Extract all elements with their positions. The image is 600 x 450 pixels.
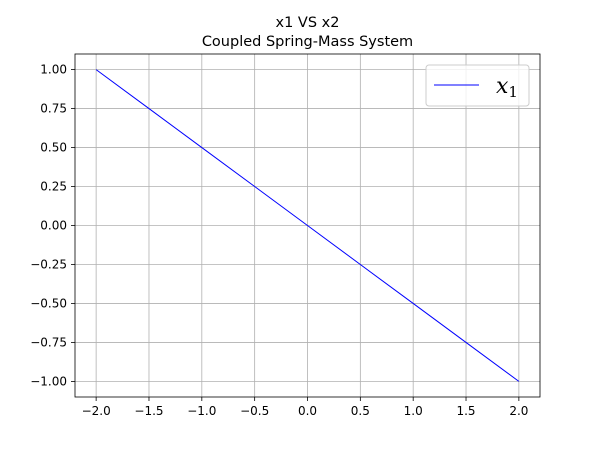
x-tick-label: −0.5 — [240, 404, 269, 418]
legend-label: x1 — [496, 74, 518, 101]
x-tick-label: 0.0 — [298, 404, 317, 418]
chart-title: x1 VS x2 — [276, 15, 340, 31]
x-tick-label: 2.0 — [509, 404, 528, 418]
y-tick-label: −0.50 — [30, 296, 67, 310]
chart-subtitle: Coupled Spring-Mass System — [202, 34, 413, 50]
y-tick-label: −0.75 — [30, 335, 67, 349]
x-tick-label: −1.5 — [134, 404, 163, 418]
legend-label-name: x — [496, 74, 509, 99]
legend: x1 — [425, 64, 530, 107]
x-tick-label: −2.0 — [82, 404, 111, 418]
y-tick-label: 0.75 — [40, 102, 67, 116]
y-tick-label: 0.00 — [40, 219, 67, 233]
x-tick-label: 1.5 — [456, 404, 475, 418]
legend-label-subscript: 1 — [508, 83, 518, 101]
y-tick-label: −0.25 — [30, 257, 67, 271]
plot-frame — [74, 53, 541, 398]
series-layer — [95, 69, 520, 382]
series-line-x1 — [95, 69, 520, 382]
x-tick-label: −1.0 — [187, 404, 216, 418]
y-tick-label: 0.25 — [40, 180, 67, 194]
y-axis-ticks: 1.00 0.75 0.50 0.25 0.00 −0.25 −0.50 −0.75 −1.00 — [30, 63, 75, 388]
x-axis-ticks: −2.0 −1.5 −1.0 −0.5 0.0 0.5 1.0 1.5 2.0 — [82, 397, 528, 418]
x-tick-label: 0.5 — [351, 404, 370, 418]
y-tick-label: −1.00 — [30, 374, 67, 388]
x-tick-label: 1.0 — [404, 404, 423, 418]
y-tick-label: 1.00 — [40, 63, 67, 77]
y-tick-label: 0.50 — [40, 141, 67, 155]
